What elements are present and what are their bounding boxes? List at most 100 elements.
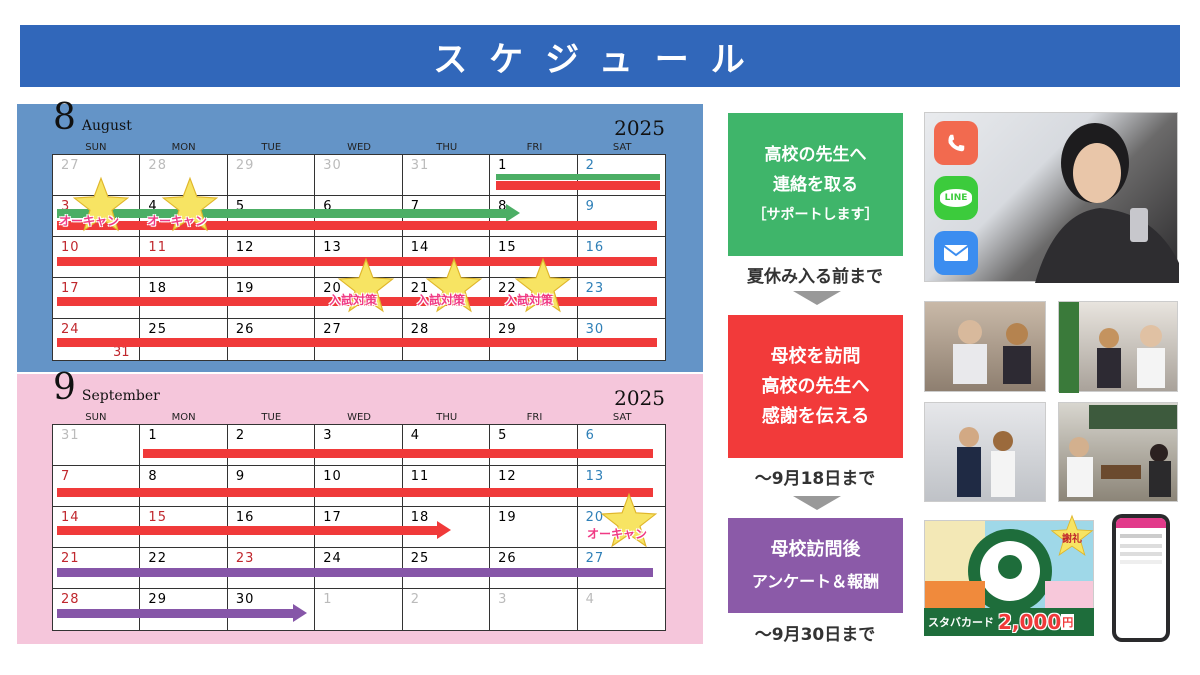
calendar-day: 7	[53, 466, 141, 507]
calendar-day: 9	[227, 466, 316, 507]
calendar-day: 29	[227, 155, 316, 196]
calendar-day: 18	[402, 507, 491, 548]
step-line: 高校の先生へ	[764, 144, 867, 165]
school-visit-photo	[924, 301, 1046, 392]
calendar-day: 31	[113, 345, 130, 360]
weekday-label: THU	[436, 142, 458, 153]
step-visit-school: 母校を訪問 高校の先生へ 感謝を伝える	[728, 315, 903, 458]
page-title: スケジュール	[20, 25, 1180, 87]
mail-icon	[934, 231, 978, 275]
month-number: 8	[53, 97, 76, 138]
calendar-day: 10	[315, 466, 403, 507]
schedule-bar	[57, 568, 653, 577]
schedule-arrow	[57, 521, 451, 539]
weekday-label: WED	[347, 142, 371, 153]
deadline-text: 〜9月30日まで	[754, 625, 876, 645]
month-name: September	[81, 388, 160, 404]
calendar-day: 2	[227, 425, 316, 466]
calendar-day: 3	[490, 589, 578, 630]
step-line: 連絡を取る	[773, 174, 858, 195]
deadline-text: 夏休み入る前まで	[747, 267, 883, 287]
schedule-bar	[57, 338, 657, 347]
thanks-star-icon	[1050, 514, 1094, 558]
calendar-day: 8	[140, 466, 228, 507]
weekday-label: FRI	[526, 142, 543, 153]
weekday-label: SUN	[85, 412, 107, 423]
schedule-bar	[143, 449, 653, 458]
calendar-day: 8	[490, 196, 578, 237]
weekday-label: TUE	[261, 412, 282, 423]
school-visit-photo	[1058, 402, 1178, 502]
step-line: 母校を訪問	[770, 345, 861, 367]
calendar-day: 30	[228, 589, 316, 630]
star-icon	[425, 257, 483, 315]
month-name: August	[81, 118, 132, 134]
step-line: 母校訪問後	[770, 538, 861, 560]
weekday-label: THU	[436, 412, 458, 423]
weekday-label: SAT	[612, 142, 632, 153]
school-visit-photo	[924, 402, 1046, 502]
calendar-day: 19	[490, 507, 578, 548]
year: 2025	[614, 116, 665, 140]
calendar-day: 1	[315, 589, 403, 630]
thanks-label: 謝礼	[1062, 534, 1082, 545]
step-survey-reward: 母校訪問後 アンケート＆報酬	[728, 518, 903, 613]
schedule-bar	[496, 181, 660, 190]
calendar-day: 3	[315, 425, 403, 466]
calendar-day: 2	[403, 589, 491, 630]
star-icon	[161, 176, 219, 234]
exam-prep-tag: 入試対策	[505, 293, 554, 307]
star-icon	[514, 257, 572, 315]
line-icon: LINE	[934, 176, 978, 220]
weekday-label: FRI	[526, 412, 543, 423]
month-heading: 8 August	[53, 100, 132, 136]
down-arrow-icon	[793, 496, 841, 510]
open-campus-tag: オーキャン	[59, 214, 120, 228]
calendar-day: 9	[577, 196, 665, 237]
calendar-day: 6	[577, 425, 665, 466]
weekday-label: WED	[347, 412, 371, 423]
reward-card-label: スタバカード 2,000 円	[924, 608, 1094, 636]
year: 2025	[614, 386, 665, 410]
calendar-day: 30	[315, 155, 403, 196]
calendar-day: 31	[53, 425, 141, 466]
line-label: LINE	[939, 189, 973, 207]
calendar-day: 5	[490, 425, 578, 466]
step-line: アンケート＆報酬	[751, 571, 880, 591]
calendar-day: 20	[577, 507, 665, 548]
reward-amount: 2,000	[998, 610, 1062, 634]
schedule-arrow	[57, 204, 520, 222]
calendar-day: 13	[577, 466, 665, 507]
reward-unit: 円	[1061, 614, 1075, 630]
weekday-label: TUE	[261, 142, 282, 153]
student-illustration	[1035, 123, 1179, 283]
step-line: ［サポートします］	[752, 206, 879, 223]
august-calendar: 8 August 2025 SUN MON TUE WED THU FRI SA…	[17, 100, 703, 372]
step-line: 感謝を伝える	[761, 405, 870, 427]
calendar-day: 12	[490, 466, 578, 507]
calendar-day: 4	[402, 425, 491, 466]
exam-prep-tag: 入試対策	[417, 293, 466, 307]
reward-label: スタバカード	[928, 616, 994, 629]
calendar-day: 1	[140, 425, 228, 466]
open-campus-tag: オーキャン	[147, 214, 208, 228]
weekday-header: SUN MON TUE WED THU FRI SAT	[52, 142, 666, 153]
school-visit-photo	[1058, 301, 1178, 393]
phone-icon	[934, 121, 978, 165]
calendar-day: 11	[402, 466, 491, 507]
schedule-bar	[57, 257, 657, 266]
smartphone-survey-image	[1112, 514, 1170, 642]
september-calendar: 9 September 2025 SUN MON TUE WED THU FRI…	[17, 370, 703, 644]
weekday-label: MON	[171, 412, 196, 423]
weekday-label: MON	[171, 142, 196, 153]
weekday-header: SUN MON TUE WED THU FRI SAT	[52, 412, 666, 423]
exam-prep-tag: 入試対策	[329, 293, 378, 307]
down-arrow-icon	[793, 291, 841, 305]
calendar-day: 4	[585, 592, 595, 607]
calendar-day: 23	[577, 278, 665, 319]
month-heading: 9 September	[53, 370, 160, 406]
calendar-day: 2	[577, 155, 665, 196]
deadline-text: 〜9月18日まで	[754, 469, 876, 489]
open-campus-tag: オーキャン	[587, 527, 648, 541]
star-icon	[600, 492, 658, 550]
